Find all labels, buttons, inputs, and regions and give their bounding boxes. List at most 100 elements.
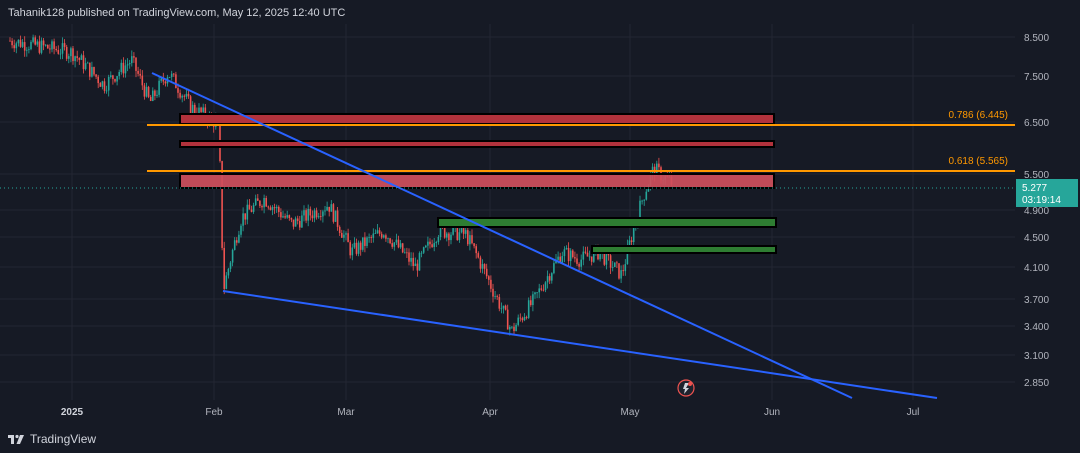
candle-body <box>74 56 76 62</box>
price-tick-3700: 3.700 <box>1024 295 1049 306</box>
price-chart[interactable]: 0.786 (6.445) 0.618 (5.565) <box>0 24 1015 400</box>
candle-body <box>263 197 265 208</box>
candle-body <box>110 75 112 77</box>
descending-trendline-upper[interactable] <box>151 72 853 399</box>
candle-body <box>170 73 173 78</box>
candle-body <box>76 56 78 59</box>
candle-body <box>569 250 572 262</box>
price-tick-2850: 2.850 <box>1024 378 1049 389</box>
candle-body <box>599 253 601 260</box>
candle-body <box>620 270 622 279</box>
candle-body <box>154 90 156 96</box>
candle-body <box>21 42 24 47</box>
price-axis[interactable]: 8.500 7.500 6.500 5.500 4.900 4.500 4.10… <box>1015 24 1080 400</box>
candle-body <box>82 55 85 70</box>
candle-body <box>143 85 146 97</box>
candle-body <box>345 233 347 235</box>
candle-body <box>586 252 589 257</box>
candle-body <box>393 242 396 247</box>
candle-body <box>103 81 106 91</box>
candle-body <box>55 48 57 51</box>
current-price-badge: 5.277 03:19:14 <box>1016 179 1078 207</box>
candle-body <box>332 204 335 222</box>
tradingview-logo[interactable]: TradingView <box>8 432 96 446</box>
candle-body <box>15 43 18 49</box>
candle-body <box>509 326 511 330</box>
candle-body <box>536 292 538 294</box>
candle-body <box>34 37 36 45</box>
candle-body <box>57 50 60 54</box>
candle-body <box>336 210 339 227</box>
candle-body <box>471 235 473 244</box>
candle-body <box>160 78 162 81</box>
candle-body <box>422 247 425 253</box>
candle-body <box>229 262 232 269</box>
candle-body <box>233 240 236 250</box>
chart-area[interactable]: 0.786 (6.445) 0.618 (5.565) <box>0 24 1015 400</box>
candle-body <box>343 234 345 238</box>
candle-body <box>385 235 387 239</box>
candle-body <box>593 249 595 262</box>
candle-body <box>515 324 517 332</box>
candle-body <box>269 207 272 210</box>
candle-body <box>544 282 547 291</box>
candle-body <box>118 72 120 77</box>
candle-body <box>391 243 393 247</box>
candle-body <box>551 273 553 281</box>
candle-body <box>519 317 522 319</box>
candle-body <box>147 86 150 97</box>
candle-body <box>198 107 200 117</box>
candle-body <box>355 242 358 254</box>
candle-body <box>227 268 230 276</box>
candle-body <box>494 296 496 297</box>
candle-body <box>446 233 448 238</box>
candle-body <box>86 62 89 64</box>
candle-body <box>429 241 431 245</box>
candle-body <box>506 309 509 330</box>
candle-body <box>156 94 158 96</box>
candle-body <box>23 42 26 51</box>
alert-icon[interactable] <box>677 379 695 397</box>
candle-body <box>93 67 95 75</box>
candle-body <box>492 288 494 297</box>
descending-trendline-lower[interactable] <box>222 290 938 399</box>
candle-body <box>567 247 570 262</box>
time-axis[interactable]: 2025 Feb Mar Apr May Jun Jul <box>0 400 1015 424</box>
candle-body <box>120 62 123 73</box>
candle-body <box>582 251 585 260</box>
candle-body <box>194 104 196 114</box>
candle-body <box>320 216 322 217</box>
candle-body <box>502 305 505 309</box>
candle-body <box>431 244 433 247</box>
candle-body <box>488 276 490 280</box>
candle-body <box>49 48 51 50</box>
candle-body <box>101 81 104 87</box>
candle-body <box>410 257 412 262</box>
candle-body <box>99 83 102 87</box>
candle-body <box>559 256 561 263</box>
candle-body <box>584 251 587 253</box>
candle-body <box>464 230 467 234</box>
candle-body <box>42 40 45 46</box>
candle-body <box>349 242 351 256</box>
candle-body <box>254 198 257 206</box>
candle-body <box>126 64 129 66</box>
candle-body <box>63 43 66 47</box>
candle-body <box>401 243 404 253</box>
candle-body <box>334 210 337 222</box>
candle-body <box>80 55 83 60</box>
candle-body <box>231 249 234 263</box>
support-zone-lower <box>591 245 777 254</box>
candle-body <box>416 263 419 271</box>
candle-body <box>565 247 568 250</box>
publication-title: Tahanik128 published on TradingView.com,… <box>8 7 346 19</box>
candle-body <box>152 90 154 101</box>
time-tick-2025: 2025 <box>61 407 84 418</box>
candle-body <box>164 81 167 84</box>
footer: TradingView <box>0 424 1080 453</box>
candle-body <box>311 215 314 219</box>
candle-body <box>116 76 118 82</box>
fib-lines: 0.786 (6.445) 0.618 (5.565) <box>147 110 1015 172</box>
support-zone-upper <box>437 217 777 228</box>
candle-body <box>26 49 28 51</box>
